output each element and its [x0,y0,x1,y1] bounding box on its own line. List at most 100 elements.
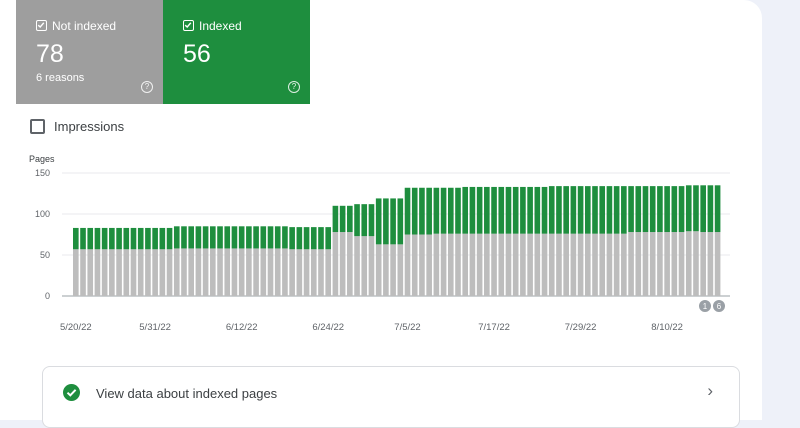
bar-not-indexed [491,233,497,296]
check-circle-icon [63,384,80,401]
indexed-tile[interactable]: Indexed 56 ? [163,0,310,104]
bar-indexed [404,187,411,235]
bar-indexed [484,186,490,234]
x-tick-label: 7/29/22 [565,322,597,333]
bar-indexed [628,186,634,233]
bar-indexed [599,186,606,234]
bar-indexed [202,226,209,249]
bar-not-indexed [707,232,714,296]
bar-indexed [635,186,642,233]
bar-indexed [685,185,692,232]
bar-not-indexed [375,244,382,296]
bar-not-indexed [678,232,685,296]
bar-not-indexed [368,236,375,296]
bar-indexed [253,226,259,249]
bar-indexed [137,227,144,250]
bar-indexed [678,186,685,233]
bar-indexed [505,186,512,234]
bar-indexed [145,227,151,250]
bar-indexed [73,227,79,250]
bar-not-indexed [289,249,295,296]
bar-indexed [411,187,418,235]
bar-indexed [440,187,447,234]
bar-not-indexed [476,233,483,296]
x-tick-label: 5/31/22 [139,322,171,333]
bar-not-indexed [339,232,346,296]
bar-indexed [123,227,130,250]
bar-indexed [296,227,303,250]
bar-indexed [130,227,137,250]
chevron-right-icon: › [707,381,713,400]
bar-not-indexed [649,232,656,296]
bar-indexed [217,226,223,249]
bar-indexed [94,227,101,250]
bar-not-indexed [325,249,332,296]
bar-not-indexed [440,233,447,296]
bar-indexed [116,227,122,250]
bar-not-indexed [433,233,440,296]
bar-not-indexed [462,233,469,296]
help-icon[interactable]: ? [288,81,300,93]
bar-indexed [224,226,231,249]
bar-indexed [166,227,173,250]
bar-indexed [383,198,389,245]
bar-indexed [527,186,533,234]
y-axis-label: Pages [29,154,55,164]
bar-not-indexed [181,248,187,296]
impressions-checkbox[interactable] [30,119,45,134]
y-tick-label: 150 [35,168,50,178]
indexed-pages-link[interactable]: View data about indexed pages › [42,366,740,428]
bar-not-indexed [253,248,259,296]
bar-not-indexed [714,232,721,296]
bar-not-indexed [621,233,627,296]
bar-not-indexed [642,232,649,296]
bar-not-indexed [332,232,339,296]
bar-not-indexed [685,231,692,296]
bar-indexed [419,187,425,235]
bar-indexed [210,226,216,249]
bar-indexed [447,187,454,234]
bar-indexed [87,227,94,250]
bar-indexed [173,226,180,249]
help-icon[interactable]: ? [141,81,153,93]
bar-not-indexed [282,248,288,296]
bar-indexed [498,186,505,234]
bar-indexed [310,227,317,250]
bar-indexed [325,227,332,250]
bar-not-indexed [159,249,166,296]
not-indexed-checkbox[interactable] [36,20,47,31]
bar-not-indexed [426,234,432,296]
bar-not-indexed [347,232,353,296]
bar-not-indexed [210,248,216,296]
not-indexed-reasons: 6 reasons [36,72,85,84]
bar-indexed [469,186,476,234]
bar-not-indexed [599,233,606,296]
bar-indexed [238,226,245,249]
impressions-label: Impressions [54,119,125,134]
bar-indexed [613,186,620,234]
bar-not-indexed [613,233,620,296]
bar-indexed [181,226,187,249]
bar-not-indexed [267,248,274,296]
bar-indexed [534,186,541,234]
bar-not-indexed [152,249,158,296]
bar-indexed [657,186,663,233]
bar-not-indexed [217,248,223,296]
bar-indexed [577,186,584,234]
bar-not-indexed [260,248,267,296]
bar-not-indexed [354,236,360,296]
bar-indexed [246,226,252,249]
bar-indexed [512,186,519,234]
annotation-marker [698,299,712,313]
indexed-checkbox[interactable] [183,20,194,31]
bar-indexed [188,226,194,249]
bar-not-indexed [584,233,591,296]
bar-not-indexed [657,232,663,296]
bar-not-indexed [318,249,324,296]
bar-indexed [700,185,706,233]
bar-indexed [592,186,598,234]
bar-not-indexed [238,248,245,296]
bar-not-indexed [419,234,425,296]
bar-not-indexed [534,233,541,296]
not-indexed-tile[interactable]: Not indexed 78 6 reasons ? [16,0,163,104]
